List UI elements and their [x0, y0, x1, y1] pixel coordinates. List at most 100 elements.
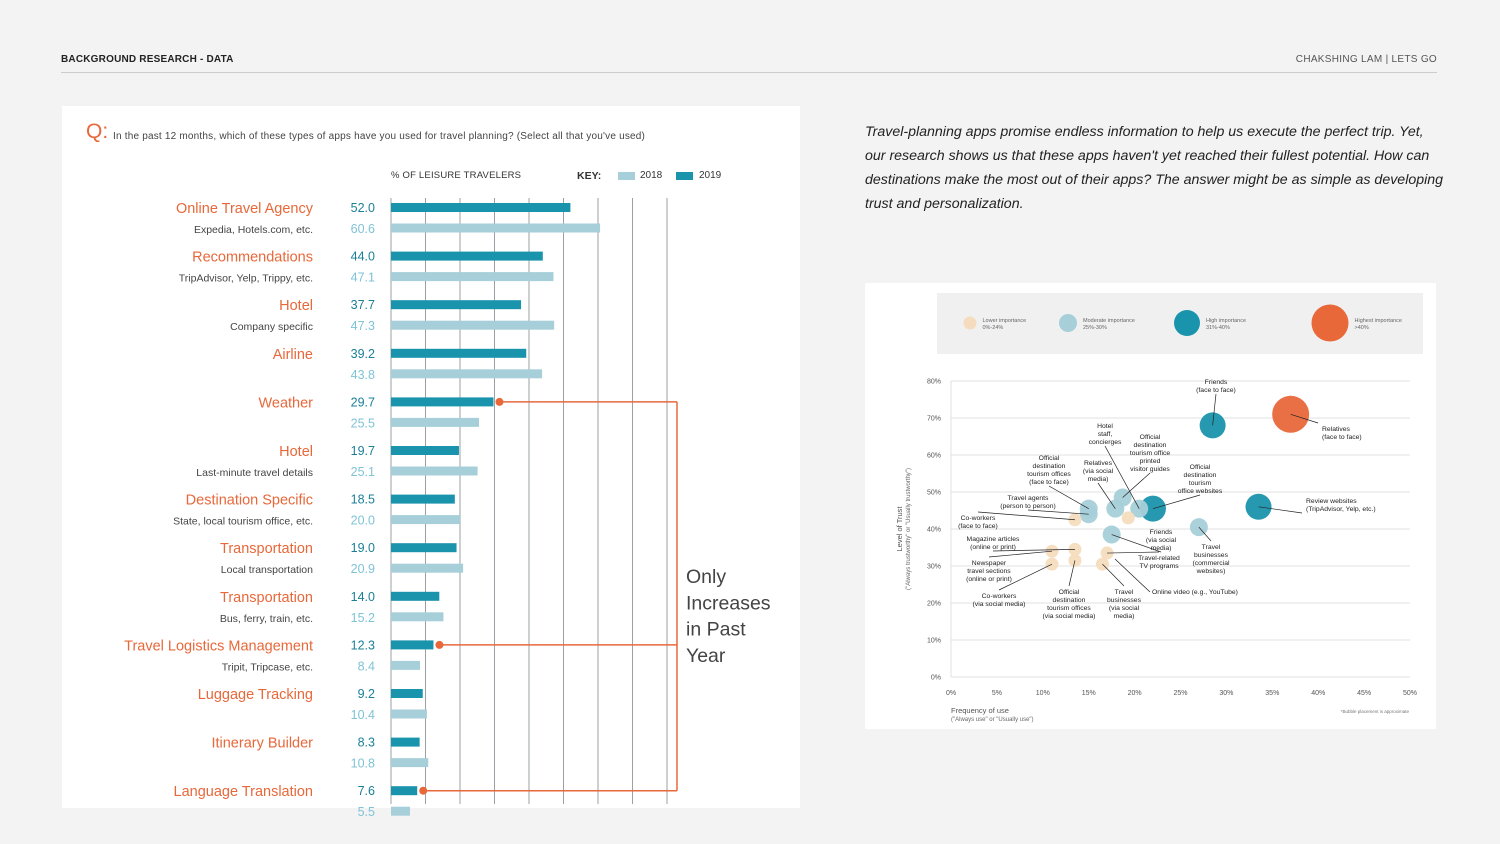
bubble-label: (face to face) [1322, 434, 1362, 441]
y-axis-sublabel: ("Always trustworthy" or "Usually trustw… [906, 468, 912, 590]
bubble-label: (face to face) [1029, 479, 1069, 486]
value-label-2019: 14.0 [351, 590, 375, 604]
legend-label-2019: 2019 [699, 170, 722, 181]
legend-swatch-2018 [618, 172, 635, 180]
bubble-leader [1152, 494, 1201, 509]
x-tick-label: 40% [1311, 690, 1325, 697]
bubble-label: printed [1140, 458, 1161, 465]
category-sublabel: Last-minute travel details [196, 467, 313, 479]
bubble-leader [1048, 485, 1089, 509]
x-axis-sublabel: ("Always use" or "Usually use") [951, 717, 1034, 723]
bubble-label: Co-workers [961, 515, 996, 522]
value-label-2018: 47.3 [351, 319, 375, 333]
header-divider [61, 72, 1437, 73]
bubble-label: (commercial [1192, 560, 1229, 567]
bubble-label: (via social [1109, 605, 1140, 612]
y-tick-label: 10% [927, 638, 941, 645]
bubble-label: Hotel [1097, 423, 1113, 430]
y-tick-label: 30% [927, 564, 941, 571]
bar-2018 [391, 709, 427, 719]
value-label-2018: 25.5 [351, 416, 375, 430]
bar-2019 [391, 300, 522, 310]
bubble-label: Co-workers [982, 593, 1017, 600]
bubble-label: (via social [1146, 537, 1177, 544]
bar-2019 [391, 494, 455, 504]
bubble-label: Official [1039, 455, 1060, 462]
legend-range: 31%-40% [1206, 325, 1230, 331]
callout-text: Year [686, 645, 726, 667]
bubble-label: Friends [1205, 379, 1228, 386]
legend-key-label: KEY: [577, 170, 602, 182]
x-tick-label: 25% [1173, 690, 1187, 697]
bar-2019 [391, 397, 494, 407]
category-label: Transportation [220, 590, 313, 606]
bubble-leader [1102, 563, 1125, 587]
bubble-low [1121, 511, 1135, 525]
bubble-label: (via social media) [1043, 613, 1096, 620]
callout-text: in Past [686, 619, 746, 641]
x-tick-label: 45% [1357, 690, 1371, 697]
section-title: BACKGROUND RESEARCH - DATA [61, 54, 234, 65]
category-label: Hotel [279, 298, 313, 314]
bubble-label: Travel agents [1008, 495, 1050, 502]
bar-chart: Online Travel Agency Expedia, Hotels.com,… [124, 198, 771, 819]
online-video-leader [1114, 558, 1151, 593]
value-label-2018: 10.4 [351, 708, 375, 722]
y-tick-label: 20% [927, 601, 941, 608]
category-label: Transportation [220, 541, 313, 557]
bar-2018 [391, 417, 479, 427]
callout-dot [419, 786, 428, 795]
value-label-2019: 19.7 [351, 444, 375, 458]
bubble-leader [977, 511, 1075, 521]
value-label-2019: 19.0 [351, 541, 375, 555]
callout-dot [495, 397, 504, 406]
bar-chart-axis-title: % OF LEISURE TRAVELERS [391, 170, 522, 181]
bubble-leader [1107, 551, 1160, 554]
bar-2019 [391, 689, 423, 698]
bubble-leader [1290, 413, 1319, 424]
x-axis-label: Frequency of use [951, 706, 1009, 715]
bubble-leader [998, 563, 1053, 591]
value-label-2018: 60.6 [351, 222, 375, 236]
online-video-label: Online video (e.g., YouTube) [1152, 589, 1238, 596]
bubble-label: (online or print) [970, 544, 1016, 551]
x-tick-label: 15% [1082, 690, 1096, 697]
y-tick-label: 60% [927, 453, 941, 460]
value-label-2018: 47.1 [351, 271, 375, 285]
bubble-label: Review websites [1306, 498, 1357, 505]
bar-2018 [391, 758, 429, 768]
legend-label: Highest importance [1355, 318, 1402, 324]
bubble-high [1139, 495, 1166, 522]
bar-2018 [391, 515, 460, 525]
bubble-label: businesses [1107, 597, 1142, 604]
legend-label: Lower importance [983, 318, 1027, 324]
x-tick-label: 0% [946, 690, 956, 697]
value-label-2019: 8.3 [358, 736, 375, 750]
category-label: Itinerary Builder [211, 736, 313, 752]
value-label-2019: 52.0 [351, 201, 375, 215]
value-label-2018: 15.2 [351, 611, 375, 625]
legend-bubble-high [1174, 310, 1200, 336]
legend-bubble-moderate [1059, 314, 1077, 332]
bubble-leader [1027, 509, 1089, 515]
legend-swatch-2019 [676, 172, 693, 180]
category-sublabel: Company specific [230, 321, 313, 333]
bubble-label: tourism office [1130, 450, 1171, 457]
category-sublabel: State, local tourism office, etc. [173, 516, 313, 528]
bubble-label: Friends [1150, 529, 1173, 536]
legend-range: 0%-24% [983, 325, 1004, 331]
bubble-leader [1068, 560, 1076, 587]
legend-range: 25%-30% [1083, 325, 1107, 331]
category-label: Hotel [279, 444, 313, 460]
value-label-2019: 29.7 [351, 395, 375, 409]
callout-text: Only [686, 566, 726, 588]
value-label-2018: 8.4 [358, 659, 375, 673]
bubble-label: tourism [1189, 480, 1212, 487]
value-label-2018: 43.8 [351, 368, 375, 382]
category-label: Weather [258, 395, 313, 411]
bar-2019 [391, 251, 543, 261]
value-label-2019: 7.6 [358, 784, 375, 798]
bubble-label: media) [1088, 476, 1109, 483]
category-sublabel: Bus, ferry, train, etc. [220, 613, 313, 625]
y-tick-label: 70% [927, 416, 941, 423]
